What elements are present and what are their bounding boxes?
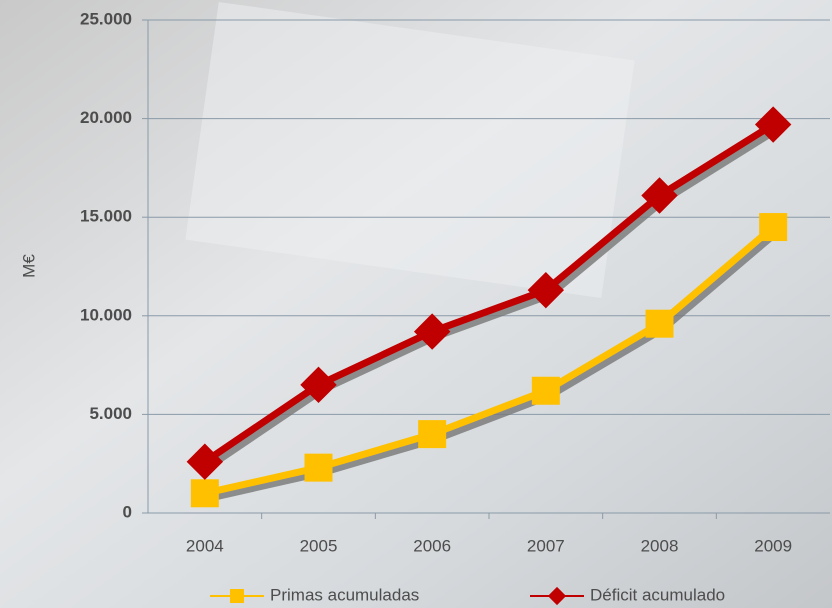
data-point	[418, 420, 446, 448]
x-tick-label: 2009	[754, 536, 792, 555]
data-point	[191, 479, 219, 507]
legend-label: Primas acumuladas	[270, 585, 419, 604]
x-tick-label: 2005	[300, 536, 338, 555]
x-tick-label: 2004	[186, 536, 224, 555]
y-tick-label: 20.000	[80, 108, 132, 127]
x-tick-label: 2008	[641, 536, 679, 555]
data-point	[305, 454, 333, 482]
data-point	[532, 377, 560, 405]
y-tick-label: 25.000	[80, 9, 132, 28]
data-point	[646, 310, 674, 338]
x-tick-label: 2006	[413, 536, 451, 555]
y-tick-label: 10.000	[80, 305, 132, 324]
y-tick-label: 15.000	[80, 207, 132, 226]
data-point	[759, 213, 787, 241]
x-tick-label: 2007	[527, 536, 565, 555]
y-axis-label: M€	[19, 254, 38, 278]
y-tick-label: 0	[123, 502, 132, 521]
legend-label: Déficit acumulado	[590, 585, 725, 604]
legend-marker	[230, 589, 244, 603]
chart: M€ 0 5.000 10.000 15.000 20.000 25.000 2004 200…	[0, 0, 832, 608]
y-tick-label: 5.000	[89, 404, 132, 423]
